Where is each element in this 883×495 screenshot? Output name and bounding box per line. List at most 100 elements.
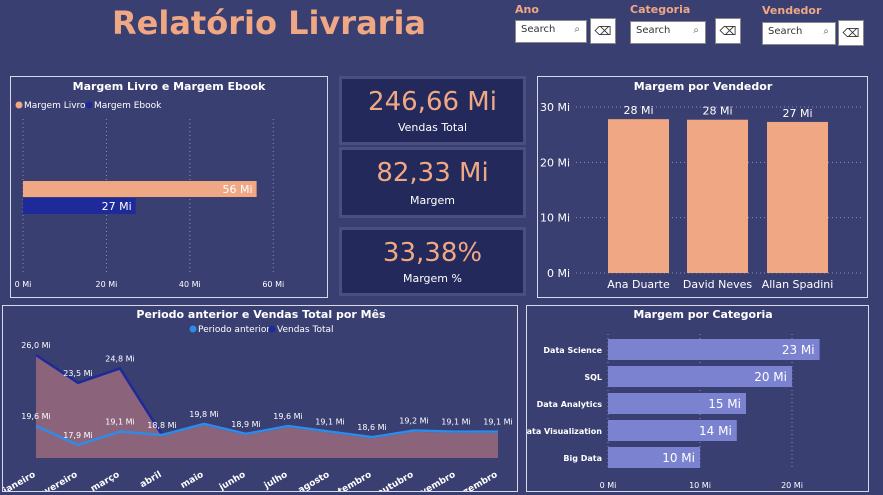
vendas-mes-panel: Periodo anterior e Vendas Total por Mês … [1, 305, 518, 495]
margem-categoria-chart: Margem por Categoria 0 Mi 10 Mi 20 Mi 23 M… [520, 308, 820, 490]
eraser-icon: ⌫ [842, 26, 860, 40]
x-tick-label: 20 Mi [95, 280, 117, 289]
margem-livro-ebook-panel: Margem Livro e Margem Ebook Margem Livro… [10, 76, 328, 298]
chart-title: Margem por Categoria [633, 308, 772, 321]
y-category-label: Big Data [563, 454, 602, 463]
search-placeholder: Search [521, 24, 556, 35]
legend-label-livro[interactable]: Margem Livro [24, 101, 86, 111]
x-tick-label: 60 Mi [262, 280, 284, 289]
data-label: 18,8 Mi [147, 421, 176, 430]
data-label: 27 Mi [782, 107, 812, 120]
legend-label-periodo[interactable]: Periodo anterior [198, 325, 270, 335]
bar-margem-ebook[interactable] [23, 198, 136, 214]
search-placeholder: Search [768, 26, 803, 37]
x-category-label: julho [262, 470, 290, 491]
data-label: 18,9 Mi [231, 420, 260, 429]
x-tick-label: 40 Mi [179, 280, 201, 289]
bar-vendedor[interactable] [767, 121, 828, 273]
data-label: 27 Mi [102, 200, 132, 213]
clear-filter-ano-button[interactable]: ⌫ [590, 18, 616, 44]
y-tick-label: 30 Mi [540, 101, 570, 114]
filter-ano-search-input[interactable]: Search ⌕ [515, 20, 587, 43]
data-label: 20 Mi [754, 370, 787, 384]
data-label: 28 Mi [702, 105, 732, 118]
x-category-label: março [89, 470, 121, 491]
clear-filter-vendedor-button[interactable]: ⌫ [838, 20, 864, 46]
kpi-vendas-total-card: 246,66 Mi Vendas Total [342, 79, 523, 142]
legend-marker-vendas [268, 325, 276, 333]
x-tick-label: 20 Mi [781, 481, 803, 490]
y-tick-label: 10 Mi [540, 212, 570, 225]
data-label: 56 Mi [223, 183, 253, 196]
margem-categoria-panel: Margem por Categoria 0 Mi 10 Mi 20 Mi 23 M… [520, 305, 869, 492]
bar-margem-livro[interactable] [23, 181, 257, 197]
bar-categoria[interactable] [608, 447, 700, 468]
periodo-anterior-line[interactable] [35, 422, 498, 447]
chart-title: Periodo anterior e Vendas Total por Mês [136, 308, 386, 321]
bar-vendedor[interactable] [687, 119, 748, 273]
filter-vendedor-search-input[interactable]: Search ⌕ [762, 22, 836, 45]
kpi-margem-pct-card: 33,38% Margem % [342, 230, 523, 293]
bar-categoria[interactable] [608, 366, 792, 387]
data-label: 19,8 Mi [189, 410, 218, 419]
x-tick-label: 10 Mi [689, 481, 711, 490]
vendas-total-area [36, 355, 498, 458]
data-label: 24,8 Mi [105, 354, 134, 363]
data-label: 19,6 Mi [21, 412, 50, 421]
legend-marker-livro [15, 101, 23, 109]
y-category-label: Data Analytics [537, 400, 603, 409]
page-title: Relatório Livraria [112, 4, 426, 42]
margem-vendedor-panel: Margem por Vendedor 0 Mi 10 Mi 20 Mi 30 Mi … [537, 76, 868, 298]
x-category-label: abril [138, 470, 163, 490]
bar-categoria[interactable] [608, 339, 820, 360]
x-category-label: Ana Duarte [607, 278, 670, 291]
search-icon: ⌕ [693, 25, 699, 36]
x-category-label: fevereiro [34, 470, 79, 491]
kpi-value: 82,33 Mi [376, 158, 489, 188]
legend-marker-periodo [189, 325, 197, 333]
filter-categoria-label: Categoria [630, 3, 691, 16]
chart-title: Margem por Vendedor [634, 80, 773, 93]
x-category-label: janeiro [3, 470, 37, 491]
x-category-label: outubro [376, 470, 416, 491]
search-icon: ⌕ [823, 26, 829, 37]
filter-ano-label: Ano [515, 3, 539, 16]
kpi-label: Vendas Total [397, 121, 468, 134]
filter-categoria-search-input[interactable]: Search ⌕ [630, 21, 706, 44]
y-tick-label: 20 Mi [540, 156, 570, 169]
bar-categoria[interactable] [608, 420, 737, 441]
legend-label-vendas[interactable]: Vendas Total [277, 325, 334, 335]
bar-vendedor[interactable] [608, 119, 669, 273]
data-label: 10 Mi [662, 451, 695, 465]
data-label: 19,1 Mi [483, 418, 512, 427]
data-label: 23 Mi [782, 343, 815, 357]
kpi-label: Margem [409, 194, 456, 207]
y-category-label: SQL [584, 373, 602, 382]
data-label: 19,1 Mi [315, 418, 344, 427]
kpi-margem-card: 82,33 Mi Margem [342, 150, 523, 215]
data-label: 26,0 Mi [21, 341, 50, 350]
data-label: 23,5 Mi [63, 369, 92, 378]
x-category-label: maio [179, 470, 205, 491]
data-label: 17,9 Mi [63, 431, 92, 440]
x-category-label: agosto [297, 470, 332, 491]
margem-livro-ebook-chart: Margem Livro e Margem Ebook Margem Livro… [15, 80, 285, 289]
data-label: 15 Mi [708, 397, 741, 411]
kpi-label: Margem % [403, 272, 462, 285]
legend-marker-ebook [85, 101, 93, 109]
x-tick-label: 0 Mi [600, 481, 617, 490]
search-icon: ⌕ [574, 24, 580, 35]
chart-title: Margem Livro e Margem Ebook [73, 80, 266, 93]
data-label: 19,1 Mi [441, 418, 470, 427]
data-label: 19,6 Mi [273, 412, 302, 421]
legend-label-ebook[interactable]: Margem Ebook [94, 101, 162, 111]
kpi-value: 33,38% [382, 238, 483, 268]
data-label: 19,1 Mi [105, 418, 134, 427]
eraser-icon: ⌫ [594, 24, 612, 38]
x-category-label: junho [217, 470, 248, 491]
x-category-label: dezembro [451, 470, 500, 491]
data-label: 14 Mi [699, 424, 732, 438]
bar-categoria[interactable] [608, 393, 746, 414]
clear-filter-categoria-button[interactable]: ⌫ [715, 18, 741, 44]
